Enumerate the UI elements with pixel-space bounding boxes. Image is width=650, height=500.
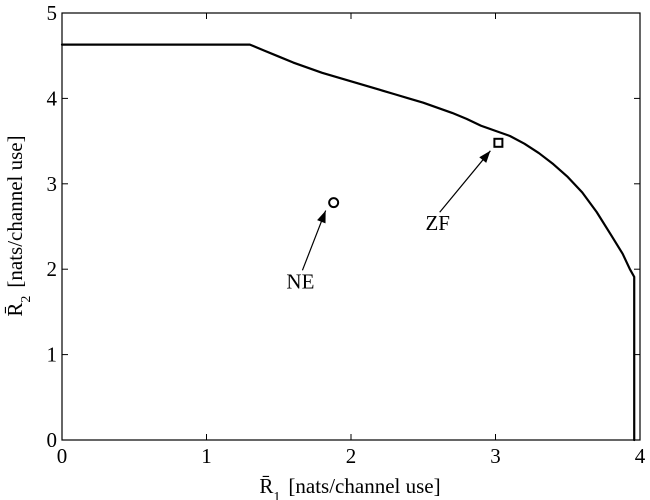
y-axis-label: R̄2 [nats/channel use] <box>3 135 34 316</box>
x-tick-label-4: 4 <box>635 444 646 468</box>
annotated-points: NE ZF <box>286 137 504 293</box>
zf-arrow-head <box>479 150 491 163</box>
ne-marker <box>328 197 340 209</box>
y-tick-label-2: 2 <box>47 257 58 281</box>
y-axis-symbol: R̄ <box>3 303 27 317</box>
y-axis-unit: [nats/channel use] <box>3 135 27 287</box>
x-tick-label-2: 2 <box>346 444 357 468</box>
y-tick-label-0: 0 <box>47 428 58 452</box>
x-tick-label-1: 1 <box>201 444 212 468</box>
x-axis-unit: [nats/channel use] <box>288 474 440 498</box>
zf-marker <box>493 137 504 148</box>
x-axis-subscript: 1 <box>273 490 280 500</box>
y-tick-label-3: 3 <box>47 172 58 196</box>
plot-frame <box>61 12 641 441</box>
x-tick-label-3: 3 <box>490 444 501 468</box>
y-tick-label-5: 5 <box>47 1 58 25</box>
zf-label: ZF <box>425 211 450 235</box>
y-tick-label-4: 4 <box>47 86 58 110</box>
x-tick-labels: 0 1 2 3 4 <box>57 444 646 468</box>
y-tick-label-1: 1 <box>47 343 58 367</box>
ne-label: NE <box>286 269 314 293</box>
x-tick-label-0: 0 <box>57 444 68 468</box>
y-axis-subscript: 2 <box>19 296 34 303</box>
y-tick-labels: 0 1 2 3 4 5 <box>47 1 58 452</box>
ne-arrow-head <box>317 210 326 224</box>
x-axis-label: R̄1 [nats/channel use] <box>259 474 440 500</box>
zf-arrow-line <box>439 150 491 213</box>
rate-region-boundary-line <box>60 43 636 442</box>
x-axis-symbol: R̄ <box>259 474 273 498</box>
